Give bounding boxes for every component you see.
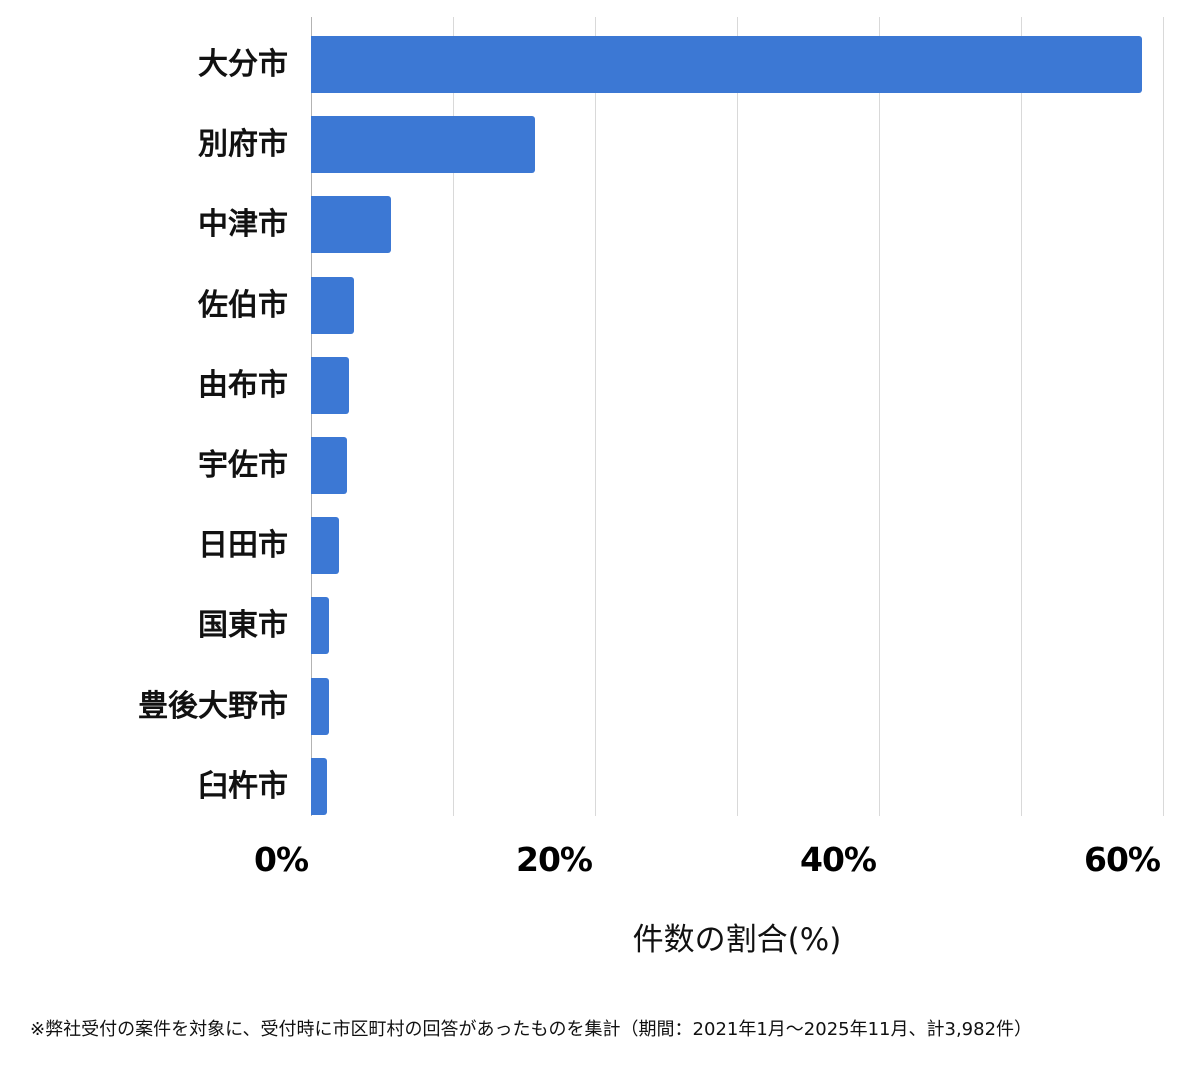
gridline [737, 17, 738, 816]
category-label: 大分市 [198, 47, 288, 82]
bar [311, 678, 329, 735]
bar [311, 357, 349, 414]
category-label: 宇佐市 [198, 448, 288, 483]
gridline [1163, 17, 1164, 816]
x-axis-title: 件数の割合(%) [632, 922, 842, 958]
gridline [453, 17, 454, 816]
bar [311, 758, 327, 815]
x-tick-label: 40% [800, 840, 877, 879]
x-tick-label: 20% [516, 840, 593, 879]
gridline [595, 17, 596, 816]
bar [311, 36, 1142, 93]
gridline [879, 17, 880, 816]
category-label: 佐伯市 [198, 288, 288, 323]
footnote: ※弊社受付の案件を対象に、受付時に市区町村の回答があったものを集計（期間：202… [30, 1019, 1033, 1040]
bar [311, 597, 329, 654]
bar [311, 277, 354, 334]
x-tick-label: 60% [1084, 840, 1161, 879]
category-label: 中津市 [198, 207, 288, 242]
y-axis-line [311, 17, 312, 816]
x-tick-label: 0% [253, 840, 309, 879]
category-label: 由布市 [198, 368, 288, 403]
category-label: 国東市 [198, 608, 288, 643]
bar [311, 517, 339, 574]
bar [311, 116, 535, 173]
category-label: 豊後大野市 [138, 689, 288, 724]
category-label: 日田市 [198, 528, 288, 563]
bar [311, 196, 391, 253]
category-label: 別府市 [198, 127, 288, 162]
category-label: 臼杵市 [198, 769, 288, 804]
gridline [1021, 17, 1022, 816]
bar [311, 437, 347, 494]
